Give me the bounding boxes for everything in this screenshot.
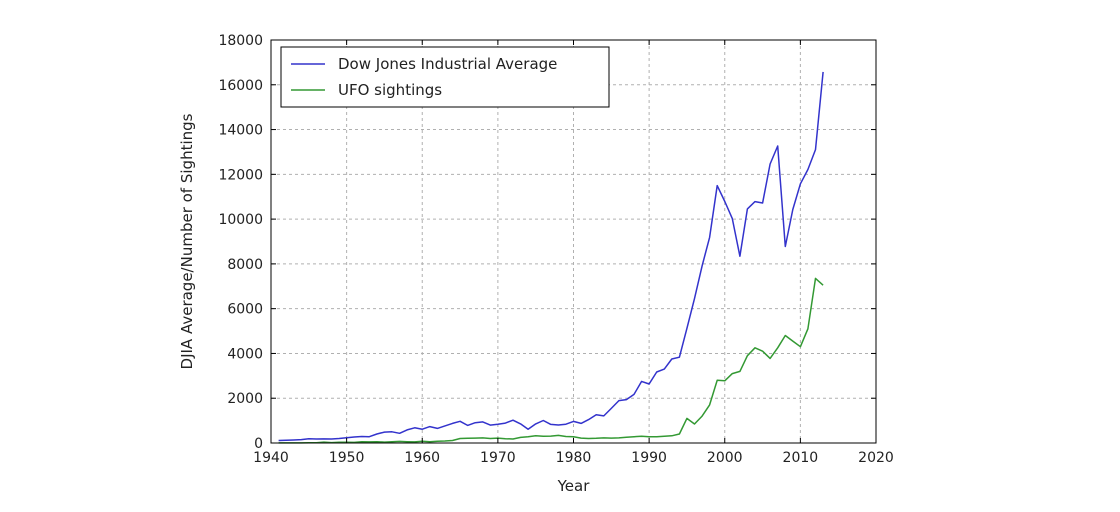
legend-label-djia: Dow Jones Industrial Average xyxy=(338,55,557,73)
y-tick-label: 18000 xyxy=(218,33,263,49)
legend-label-ufo: UFO sightings xyxy=(338,81,442,99)
legend: Dow Jones Industrial Average UFO sightin… xyxy=(280,46,610,108)
x-tick-label: 1990 xyxy=(631,450,667,466)
x-tick-label: 1980 xyxy=(556,450,592,466)
y-tick-label: 6000 xyxy=(227,302,263,318)
x-tick-label: 1970 xyxy=(480,450,516,466)
y-tick-label: 8000 xyxy=(227,257,263,273)
axis-ticks: 1940 1950 1960 1970 1980 1990 2000 2010 2020 0 200… xyxy=(218,33,893,466)
series-layer xyxy=(278,71,824,444)
x-tick-label: 1960 xyxy=(404,450,440,466)
x-tick-label: 1940 xyxy=(253,450,289,466)
y-axis-label: DJIA Average/Number of Sightings xyxy=(178,113,196,369)
y-tick-label: 4000 xyxy=(227,346,263,362)
y-tick-label: 16000 xyxy=(218,78,263,94)
ufo-sightings-series-line xyxy=(278,277,824,444)
x-tick-label: 2010 xyxy=(783,450,819,466)
y-tick-label: 0 xyxy=(254,436,263,452)
legend-box xyxy=(280,46,610,108)
djia-series-line xyxy=(278,71,824,442)
x-tick-label: 1950 xyxy=(329,450,365,466)
x-axis-label: Year xyxy=(557,477,591,495)
x-tick-label: 2000 xyxy=(707,450,743,466)
y-tick-label: 12000 xyxy=(218,167,263,183)
y-tick-label: 2000 xyxy=(227,391,263,407)
y-tick-label: 14000 xyxy=(218,123,263,139)
x-tick-label: 2020 xyxy=(858,450,894,466)
y-tick-label: 10000 xyxy=(218,212,263,228)
